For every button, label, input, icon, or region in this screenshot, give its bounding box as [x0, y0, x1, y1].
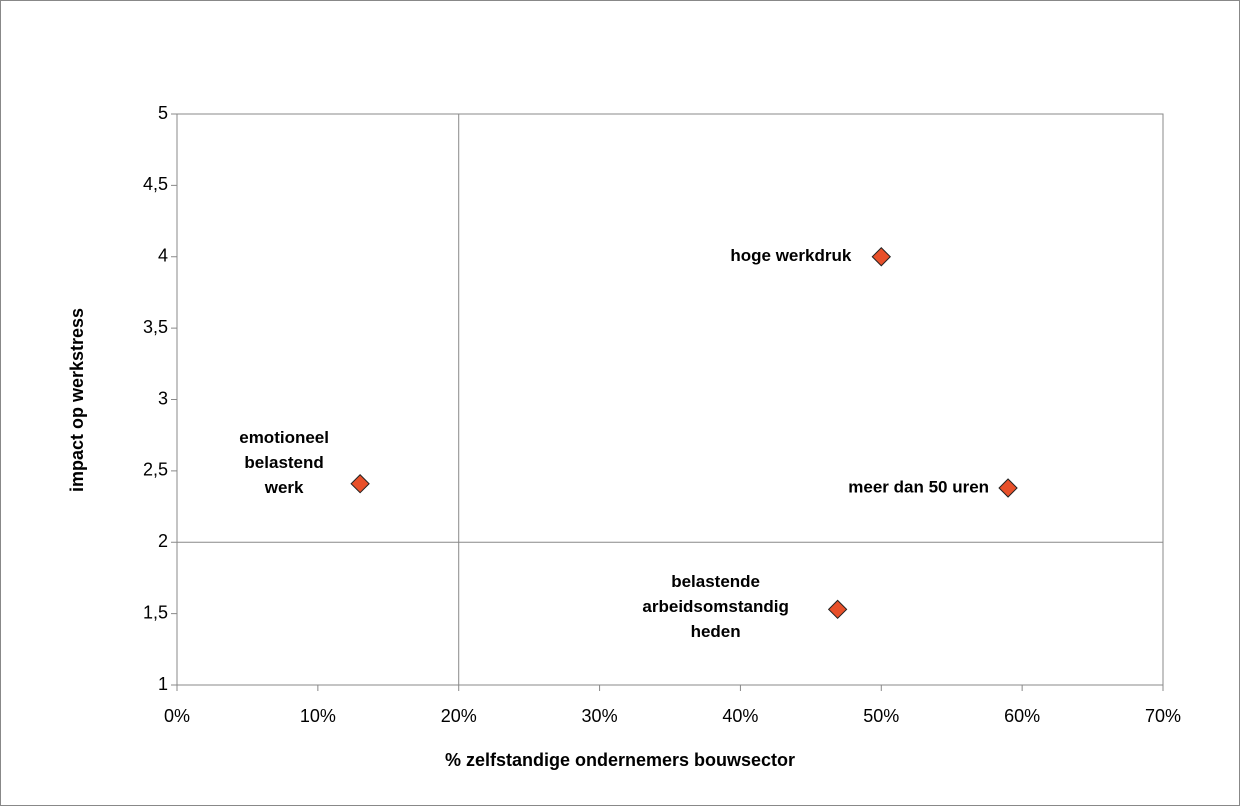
y-tick-label: 2 [158, 531, 168, 551]
y-tick-label: 1 [158, 674, 168, 694]
x-tick-label: 60% [1004, 706, 1040, 726]
point-label: hoge werkdruk [730, 246, 851, 265]
point-label: emotioneel [239, 428, 329, 447]
y-axis-title: impact op werkstress [67, 308, 87, 492]
y-tick-label: 2,5 [143, 460, 168, 480]
y-tick-label: 3 [158, 388, 168, 408]
point-label: meer dan 50 uren [848, 477, 989, 496]
point [827, 599, 848, 620]
point-label: arbeidsomstandig [642, 597, 788, 616]
x-tick-label: 10% [300, 706, 336, 726]
x-axis-title: % zelfstandige ondernemers bouwsector [445, 750, 795, 770]
y-tick-label: 4 [158, 246, 168, 266]
point-label: belastende [671, 572, 760, 591]
point-label: heden [691, 622, 741, 641]
x-tick-label: 30% [582, 706, 618, 726]
point [998, 478, 1018, 498]
x-tick-label: 0% [164, 706, 190, 726]
x-tick-label: 20% [441, 706, 477, 726]
x-tick-label: 50% [863, 706, 899, 726]
point-label: belastend [244, 453, 323, 472]
x-tick-label: 70% [1145, 706, 1181, 726]
point [350, 474, 370, 494]
y-tick-label: 1,5 [143, 602, 168, 622]
point [871, 247, 891, 267]
x-tick-label: 40% [722, 706, 758, 726]
y-tick-label: 5 [158, 103, 168, 123]
point-label: werk [264, 478, 304, 497]
y-tick-label: 4,5 [143, 174, 168, 194]
y-tick-label: 3,5 [143, 317, 168, 337]
